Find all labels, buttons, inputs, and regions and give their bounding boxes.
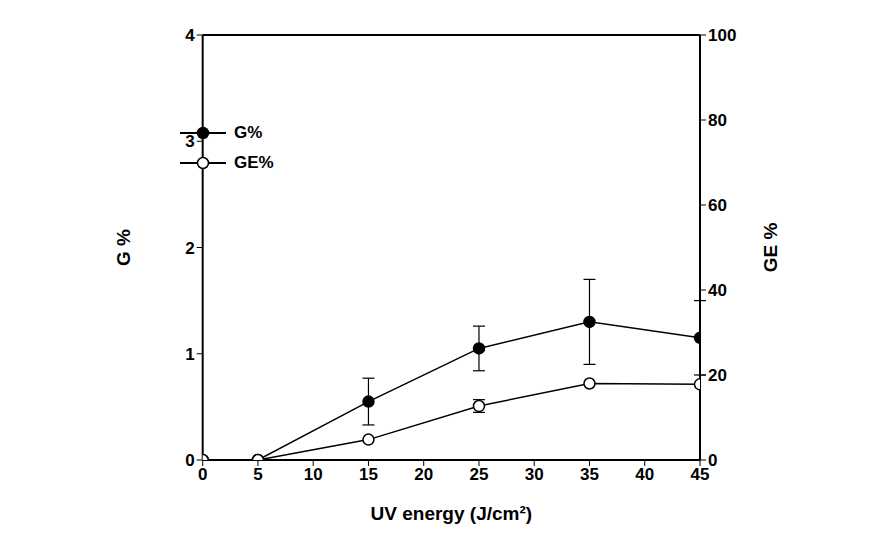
svg-text:20: 20 — [708, 366, 727, 385]
svg-text:5: 5 — [253, 465, 262, 484]
svg-text:30: 30 — [525, 465, 544, 484]
svg-text:1: 1 — [185, 345, 194, 364]
svg-text:0: 0 — [185, 451, 194, 470]
svg-text:UV energy (J/cm²): UV energy (J/cm²) — [371, 503, 533, 524]
svg-text:25: 25 — [470, 465, 489, 484]
svg-text:GE %: GE % — [760, 223, 781, 273]
svg-text:0: 0 — [198, 465, 207, 484]
svg-text:10: 10 — [304, 465, 323, 484]
svg-text:40: 40 — [708, 281, 727, 300]
svg-text:3: 3 — [185, 132, 194, 151]
html-text:GE%: GE% — [234, 153, 274, 172]
svg-text:15: 15 — [359, 465, 378, 484]
svg-text:45: 45 — [691, 465, 710, 484]
svg-text:40: 40 — [635, 465, 654, 484]
svg-text:4: 4 — [185, 26, 195, 45]
svg-text:60: 60 — [708, 196, 727, 215]
svg-text:20: 20 — [414, 465, 433, 484]
svg-text:0: 0 — [708, 451, 717, 470]
html-text:G%: G% — [234, 123, 263, 142]
svg-text:35: 35 — [580, 465, 599, 484]
svg-text:100: 100 — [708, 26, 736, 45]
svg-text:2: 2 — [185, 239, 194, 258]
svg-text:80: 80 — [708, 111, 727, 130]
svg-text:G %: G % — [113, 229, 134, 266]
